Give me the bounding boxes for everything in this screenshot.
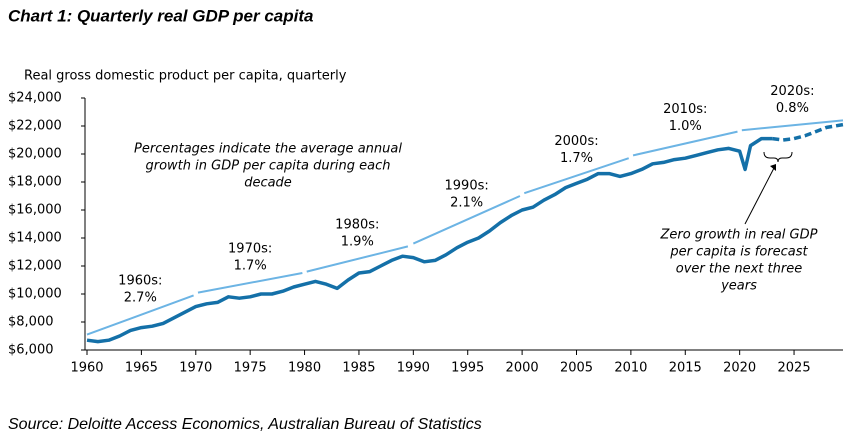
y-tick-label: $12,000 xyxy=(8,259,62,274)
y-tick-label: $6,000 xyxy=(8,343,54,358)
note-right: years xyxy=(720,279,757,294)
trend-rate: 1.0% xyxy=(669,119,702,134)
trend-rate: 0.8% xyxy=(776,101,809,116)
x-tick-label: 1975 xyxy=(234,361,267,376)
note-left: decade xyxy=(244,176,292,191)
x-tick-label: 1965 xyxy=(125,361,158,376)
trend-label: 1970s: xyxy=(228,241,272,256)
trend-rate: 2.1% xyxy=(450,195,483,210)
y-tick-label: $8,000 xyxy=(8,315,54,330)
trend-line xyxy=(412,195,521,245)
chart-title: Chart 1: Quarterly real GDP per capita xyxy=(8,6,313,25)
y-tick-label: $16,000 xyxy=(8,203,62,218)
trend-label: 2020s: xyxy=(770,84,814,99)
arrow xyxy=(744,167,775,225)
trend-line xyxy=(306,245,409,273)
y-axis-label: Real gross domestic product per capita, … xyxy=(24,69,347,84)
x-tick-label: 1980 xyxy=(288,361,321,376)
trend-label: 1960s: xyxy=(118,274,162,289)
trend-label: 1990s: xyxy=(445,178,489,193)
x-tick-label: 1995 xyxy=(451,361,484,376)
series-line xyxy=(86,136,773,344)
trend-line xyxy=(197,272,303,294)
trend-label: 2000s: xyxy=(554,134,598,149)
x-tick-label: 1960 xyxy=(70,361,103,376)
note-right: over the next three xyxy=(676,262,802,277)
trend-rate: 1.7% xyxy=(234,258,267,273)
note-left: Percentages indicate the average annual xyxy=(134,142,402,157)
note-right: Zero growth in real GDP xyxy=(660,228,818,243)
trend-label: 1980s: xyxy=(335,218,379,233)
x-tick-label: 2000 xyxy=(506,361,539,376)
trend-line xyxy=(632,130,738,157)
trend-rate: 1.7% xyxy=(560,151,593,166)
x-tick-label: 2005 xyxy=(560,361,593,376)
trend-label: 2010s: xyxy=(663,102,707,117)
trend-rate: 2.7% xyxy=(124,291,157,306)
x-tick-label: 1970 xyxy=(179,361,212,376)
bracket xyxy=(763,151,793,163)
x-tick-label: 2015 xyxy=(669,361,702,376)
y-tick-label: $18,000 xyxy=(8,175,62,190)
trend-rate: 1.9% xyxy=(341,235,374,250)
arrow-head xyxy=(770,164,776,171)
trend-line xyxy=(86,294,194,336)
x-tick-label: 1985 xyxy=(342,361,375,376)
note-left: growth in GDP per capita during each xyxy=(145,159,390,174)
source: Source: Deloitte Access Economics, Austr… xyxy=(8,416,482,433)
x-tick-label: 2020 xyxy=(723,361,756,376)
x-tick-label: 2025 xyxy=(778,361,811,376)
y-tick-label: $10,000 xyxy=(8,287,62,302)
series-line xyxy=(772,122,844,142)
x-tick-label: 2010 xyxy=(614,361,647,376)
trend-line xyxy=(523,157,630,195)
x-tick-label: 1990 xyxy=(397,361,430,376)
note-right: per capita is forecast xyxy=(669,245,808,260)
trend-line xyxy=(741,119,844,132)
y-tick-label: $24,000 xyxy=(8,91,62,106)
y-tick-label: $22,000 xyxy=(8,119,62,134)
y-tick-label: $14,000 xyxy=(8,231,62,246)
y-tick-label: $20,000 xyxy=(8,147,62,162)
